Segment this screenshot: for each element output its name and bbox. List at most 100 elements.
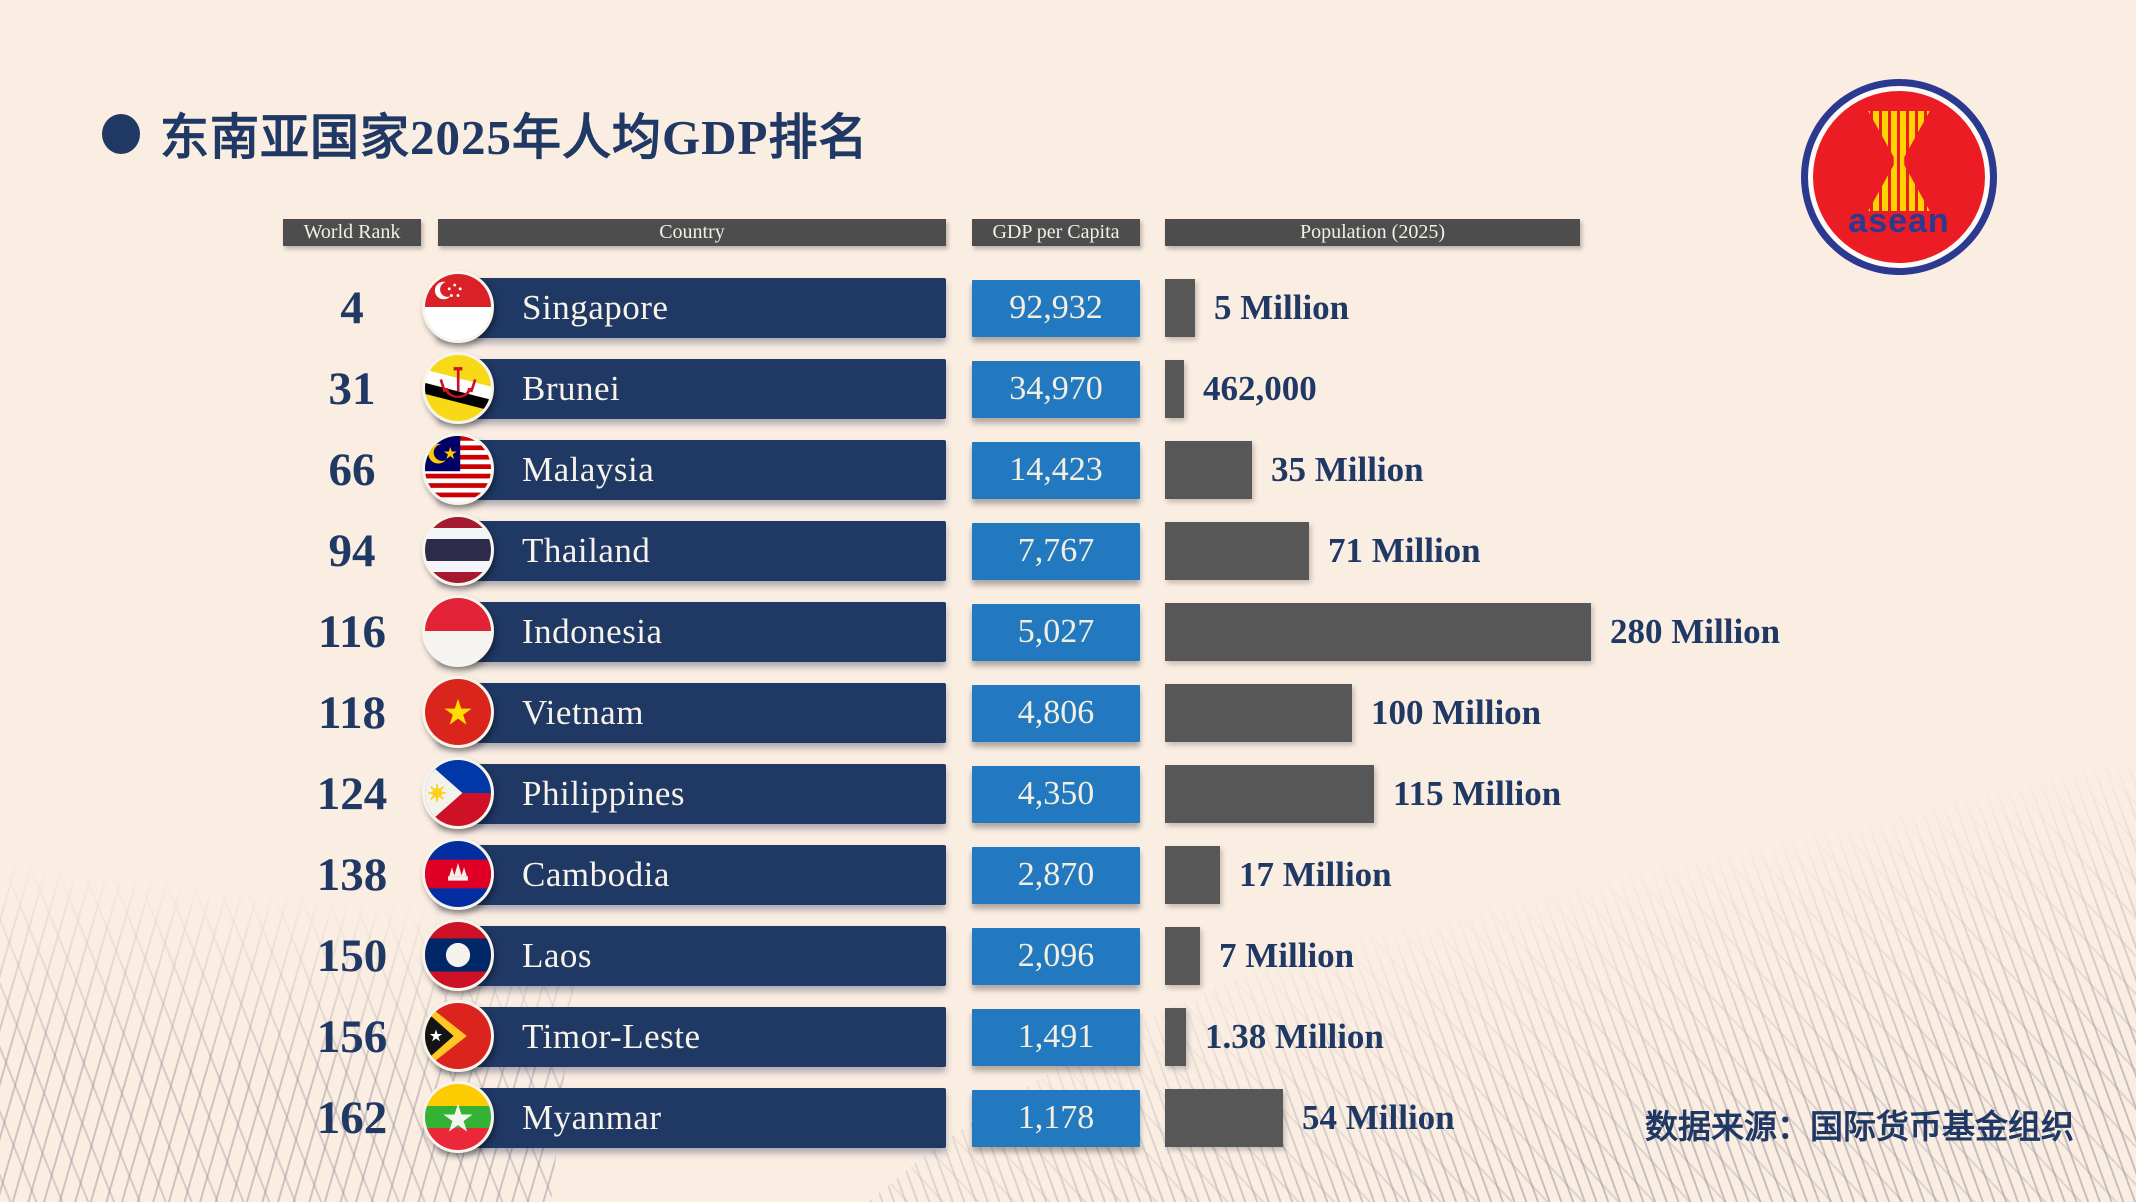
gdp-per-capita-value: 5,027 (1017, 613, 1095, 650)
cambodia-flag-icon (422, 838, 494, 910)
population-bar (1165, 1008, 1186, 1066)
page-title-row: 东南亚国家2025年人均GDP排名 (102, 98, 868, 169)
population-label: 17 Million (1239, 855, 1392, 894)
country-bar: Brunei (422, 352, 946, 424)
malaysia-flag-icon (422, 433, 494, 505)
population-label: 115 Million (1393, 774, 1562, 813)
vietnam-flag-icon (422, 676, 494, 748)
country-name: Laos (522, 936, 593, 975)
gdp-per-capita-box: 34,970 (972, 360, 1140, 418)
gdp-per-capita-box: 14,423 (972, 441, 1140, 499)
country-bar: Vietnam (422, 676, 946, 748)
table-row: 124 Philippines 4,350 115 Million (283, 757, 1780, 829)
gdp-per-capita-value: 2,870 (1017, 856, 1095, 893)
population-bar (1165, 441, 1252, 499)
country-bar: Cambodia (422, 838, 946, 910)
column-header-gdp-per-capita: GDP per Capita (972, 219, 1140, 246)
gdp-per-capita-value: 7,767 (1017, 532, 1095, 569)
gdp-per-capita-box: 4,806 (972, 684, 1140, 742)
population-label: 5 Million (1214, 288, 1350, 327)
gdp-per-capita-value: 1,178 (1017, 1099, 1095, 1136)
timor-leste-flag-icon (422, 1000, 494, 1072)
title-bullet-icon (102, 113, 140, 154)
table-row: 94 Thailand 7,767 71 Million (283, 514, 1780, 586)
gdp-per-capita-box: 1,178 (972, 1089, 1140, 1147)
population-label: 54 Million (1302, 1098, 1455, 1137)
world-rank-value: 31 (328, 363, 376, 415)
gdp-per-capita-box: 2,096 (972, 927, 1140, 985)
gdp-per-capita-box: 92,932 (972, 279, 1140, 337)
country-name: Cambodia (522, 855, 670, 894)
ranking-rows: 4 Singapore 92,932 5 Million 31 Brunei 34,970 4… (283, 271, 1781, 1169)
population-label: 462,000 (1203, 369, 1317, 408)
country-bar: Philippines (422, 757, 946, 829)
world-rank-value: 94 (328, 525, 376, 577)
world-rank-value: 66 (328, 444, 376, 496)
gdp-per-capita-value: 4,806 (1017, 694, 1095, 731)
asean-logo: asean (1800, 78, 1998, 276)
brunei-flag-icon (422, 352, 494, 424)
gdp-per-capita-box: 2,870 (972, 846, 1140, 904)
indonesia-flag-icon (422, 595, 494, 667)
population-label: 35 Million (1271, 450, 1424, 489)
population-bar (1165, 522, 1309, 580)
country-bar: Laos (422, 919, 946, 991)
table-row: 138 Cambodia 2,870 17 Million (283, 838, 1780, 910)
gdp-per-capita-value: 4,350 (1017, 775, 1095, 812)
population-bar (1165, 360, 1184, 418)
asean-paddy-sheaf-icon (1868, 111, 1930, 211)
country-name: Timor-Leste (522, 1017, 701, 1056)
world-rank-value: 150 (316, 930, 388, 982)
population-label: 71 Million (1328, 531, 1481, 570)
data-source-note: 数据来源：国际货币基金组织 (1645, 1108, 2074, 1145)
page-title: 东南亚国家2025年人均GDP排名 (160, 110, 869, 165)
country-bar: Singapore (422, 271, 946, 343)
country-bar: Malaysia (422, 433, 946, 505)
asean-logo-circle: asean (1813, 91, 1985, 263)
population-bar (1165, 279, 1195, 337)
country-name: Philippines (522, 774, 686, 813)
table-row: 156 Timor-Leste 1,491 1.38 Million (283, 1000, 1780, 1072)
population-bar (1165, 1089, 1283, 1147)
gdp-per-capita-value: 14,423 (1009, 451, 1103, 488)
column-header-world-rank: World Rank (283, 219, 421, 246)
country-name: Indonesia (522, 612, 663, 651)
singapore-flag-icon (422, 271, 494, 343)
population-bar (1165, 765, 1374, 823)
country-name: Brunei (522, 369, 621, 408)
country-name: Myanmar (522, 1098, 662, 1137)
table-row: 162 Myanmar 1,178 54 Million (283, 1081, 1780, 1153)
country-name: Malaysia (522, 450, 655, 489)
population-label: 280 Million (1610, 612, 1781, 651)
population-bar (1165, 927, 1200, 985)
population-label: 100 Million (1371, 693, 1542, 732)
population-bar (1165, 603, 1591, 661)
country-bar: Thailand (422, 514, 946, 586)
population-bar (1165, 846, 1220, 904)
table-row: 4 Singapore 92,932 5 Million (283, 271, 1780, 343)
world-rank-value: 118 (318, 687, 386, 739)
gdp-per-capita-box: 7,767 (972, 522, 1140, 580)
world-rank-value: 116 (318, 606, 386, 658)
gdp-per-capita-value: 1,491 (1017, 1018, 1095, 1055)
world-rank-value: 4 (340, 282, 364, 334)
myanmar-flag-icon (422, 1081, 494, 1153)
philippines-flag-icon (422, 757, 494, 829)
table-row: 150 Laos 2,096 7 Million (283, 919, 1780, 991)
country-name: Singapore (522, 288, 669, 327)
thailand-flag-icon (422, 514, 494, 586)
country-bar: Indonesia (422, 595, 946, 667)
gdp-per-capita-value: 2,096 (1017, 937, 1095, 974)
laos-flag-icon (422, 919, 494, 991)
table-column-headers: World Rank Country GDP per Capita Popula… (283, 219, 1580, 246)
column-header-population: Population (2025) (1165, 219, 1580, 246)
country-name: Vietnam (522, 693, 644, 732)
country-bar: Myanmar (422, 1081, 946, 1153)
world-rank-value: 156 (316, 1011, 388, 1063)
gdp-per-capita-box: 5,027 (972, 603, 1140, 661)
asean-logo-text: asean (1848, 202, 1950, 240)
gdp-per-capita-box: 1,491 (972, 1008, 1140, 1066)
gdp-per-capita-value: 34,970 (1009, 370, 1103, 407)
population-bar (1165, 684, 1352, 742)
table-row: 118 Vietnam 4,806 100 Million (283, 676, 1780, 748)
